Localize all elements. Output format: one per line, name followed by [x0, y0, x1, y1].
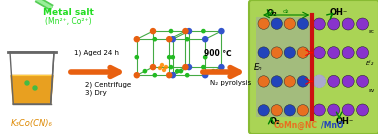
Text: CoMn@NC: CoMn@NC: [273, 121, 318, 130]
Text: 2) Centrifuge: 2) Centrifuge: [85, 82, 131, 88]
Circle shape: [356, 75, 369, 87]
Circle shape: [284, 47, 296, 58]
Text: 1) Aged 24 h: 1) Aged 24 h: [74, 49, 119, 56]
Circle shape: [297, 18, 308, 29]
Circle shape: [356, 18, 369, 30]
Text: /MnO: /MnO: [321, 121, 344, 130]
Text: Eᶠ₂: Eᶠ₂: [366, 61, 374, 66]
Circle shape: [166, 36, 172, 42]
Circle shape: [202, 29, 205, 33]
Circle shape: [313, 75, 325, 87]
Circle shape: [258, 105, 270, 116]
Circle shape: [218, 28, 225, 34]
Circle shape: [150, 28, 156, 34]
Circle shape: [356, 47, 369, 59]
Circle shape: [271, 105, 282, 116]
Circle shape: [133, 72, 140, 78]
Text: εv: εv: [369, 88, 375, 93]
Text: OH⁻: OH⁻: [336, 117, 354, 126]
Circle shape: [342, 75, 354, 87]
FancyBboxPatch shape: [249, 0, 378, 134]
Circle shape: [169, 66, 173, 69]
Circle shape: [284, 18, 296, 29]
Circle shape: [271, 76, 282, 87]
Circle shape: [135, 56, 138, 59]
Circle shape: [342, 104, 354, 116]
Text: εc: εc: [369, 29, 375, 34]
Circle shape: [313, 47, 325, 59]
Circle shape: [218, 64, 225, 70]
Circle shape: [186, 28, 192, 34]
Circle shape: [163, 68, 166, 72]
Circle shape: [342, 18, 354, 30]
Circle shape: [297, 105, 308, 116]
Text: Metal salt: Metal salt: [43, 8, 93, 17]
Text: (Mn²⁺, Co²⁺): (Mn²⁺, Co²⁺): [45, 17, 91, 26]
Circle shape: [202, 36, 208, 42]
Circle shape: [166, 72, 172, 78]
Circle shape: [25, 81, 29, 85]
Polygon shape: [11, 75, 53, 104]
Circle shape: [158, 66, 161, 70]
Circle shape: [284, 76, 296, 87]
Circle shape: [167, 56, 171, 59]
Text: O₂: O₂: [270, 117, 281, 126]
Circle shape: [170, 72, 176, 78]
Circle shape: [186, 64, 192, 70]
Circle shape: [313, 18, 325, 30]
Circle shape: [342, 47, 354, 59]
Circle shape: [133, 36, 140, 42]
Circle shape: [297, 47, 308, 58]
Text: O₂: O₂: [267, 9, 278, 18]
Circle shape: [179, 70, 183, 73]
Circle shape: [328, 47, 340, 59]
Text: 3) Dry: 3) Dry: [85, 89, 107, 96]
Circle shape: [176, 70, 179, 73]
Circle shape: [33, 86, 37, 90]
Circle shape: [258, 47, 270, 58]
Circle shape: [313, 104, 325, 116]
Circle shape: [271, 47, 282, 58]
Circle shape: [161, 64, 164, 66]
Circle shape: [182, 28, 189, 34]
Circle shape: [328, 75, 340, 87]
Bar: [256, 17, 312, 117]
Circle shape: [212, 70, 215, 73]
Circle shape: [258, 18, 270, 29]
Circle shape: [164, 66, 167, 68]
Circle shape: [258, 76, 270, 87]
Circle shape: [328, 18, 340, 30]
Circle shape: [169, 29, 173, 33]
Circle shape: [153, 74, 156, 77]
Circle shape: [170, 36, 176, 42]
Text: OH⁻: OH⁻: [330, 8, 348, 17]
Text: Eₙ: Eₙ: [254, 62, 263, 72]
Circle shape: [204, 56, 207, 59]
Circle shape: [150, 64, 156, 70]
Text: N₂ pyrolysis: N₂ pyrolysis: [210, 80, 251, 86]
Circle shape: [171, 56, 174, 59]
Text: d₂: d₂: [283, 9, 290, 14]
Circle shape: [202, 66, 205, 69]
Circle shape: [186, 38, 189, 41]
Circle shape: [202, 72, 208, 78]
Text: K₃Co(CN)₆: K₃Co(CN)₆: [11, 119, 53, 128]
Circle shape: [313, 75, 325, 87]
Circle shape: [186, 74, 189, 77]
Circle shape: [143, 70, 147, 73]
Text: 900 ℃: 900 ℃: [204, 49, 232, 58]
Circle shape: [153, 38, 156, 41]
Circle shape: [356, 104, 369, 116]
Circle shape: [297, 76, 308, 87]
Circle shape: [284, 105, 296, 116]
Circle shape: [328, 104, 340, 116]
Circle shape: [182, 64, 189, 70]
Circle shape: [271, 18, 282, 29]
